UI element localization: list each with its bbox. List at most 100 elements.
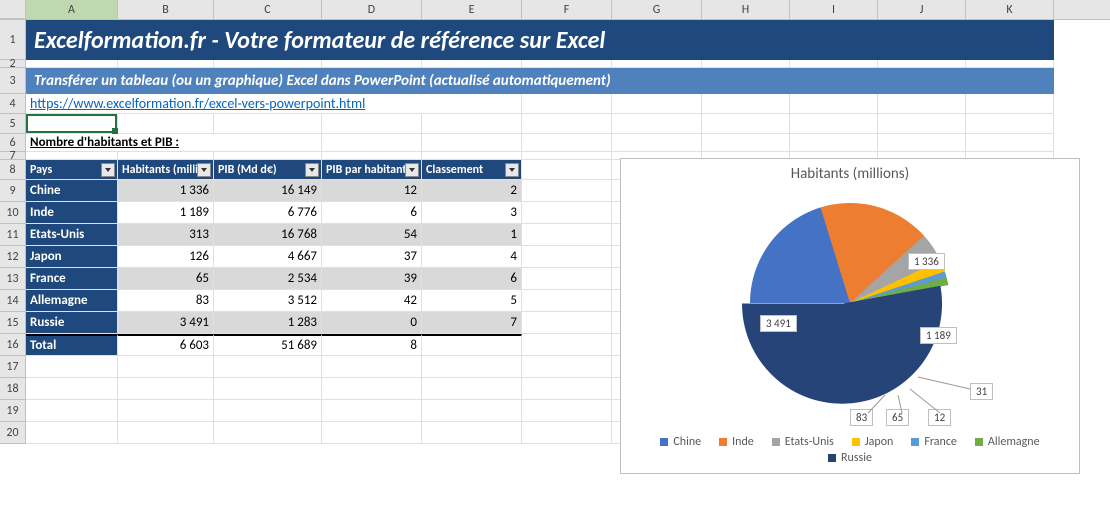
col-header-K[interactable]: K	[966, 0, 1054, 19]
table-cell: 4 667	[214, 246, 322, 268]
table-cell: 54	[322, 224, 422, 246]
filter-button[interactable]	[505, 163, 519, 177]
row-header-18[interactable]: 18	[0, 378, 26, 400]
table-cell: 3 512	[214, 290, 322, 312]
table-row-header: Allemagne	[26, 290, 118, 312]
table-cell: 1	[422, 224, 522, 246]
row-header-11[interactable]: 11	[0, 224, 26, 246]
table-cell: 6	[422, 268, 522, 290]
row-header-1[interactable]: 1	[0, 20, 26, 60]
table-total-cell: 8	[322, 334, 422, 356]
col-header-I[interactable]: I	[790, 0, 878, 19]
table-cell: 1 189	[118, 202, 214, 224]
table-header: PIB (Md d€)	[214, 160, 322, 180]
table-row-header: France	[26, 268, 118, 290]
table-header: PIB par habitant	[322, 160, 422, 180]
url-link[interactable]: https://www.excelformation.fr/excel-vers…	[30, 95, 365, 112]
row-header-12[interactable]: 12	[0, 246, 26, 268]
table-cell: 83	[118, 290, 214, 312]
row-header-3[interactable]: 3	[0, 68, 26, 94]
legend-item: Chine	[660, 435, 701, 449]
table-row-header: Etats-Unis	[26, 224, 118, 246]
row-header-7[interactable]: 7	[0, 152, 26, 160]
row-header-13[interactable]: 13	[0, 268, 26, 290]
table-cell: 6 776	[214, 202, 322, 224]
col-header-F[interactable]: F	[522, 0, 612, 19]
table-cell: 65	[118, 268, 214, 290]
table-cell: 39	[322, 268, 422, 290]
legend-item: France	[911, 435, 957, 449]
row-header-15[interactable]: 15	[0, 312, 26, 334]
table-cell: 2 534	[214, 268, 322, 290]
filter-button[interactable]	[405, 163, 419, 177]
col-header-A[interactable]: A	[26, 0, 118, 19]
table-cell: 16 149	[214, 180, 322, 202]
legend-item: Allemagne	[975, 435, 1040, 449]
table-cell: 12	[322, 180, 422, 202]
table-total-cell: 6 603	[118, 334, 214, 356]
table-cell: 7	[422, 312, 522, 334]
col-header-C[interactable]: C	[214, 0, 322, 19]
col-header-E[interactable]: E	[422, 0, 522, 19]
table-total-cell: 51 689	[214, 334, 322, 356]
legend-item: Inde	[719, 435, 754, 449]
select-all-corner[interactable]	[0, 0, 26, 19]
table-header: Classement	[422, 160, 522, 180]
table-cell: 5	[422, 290, 522, 312]
row-header-2[interactable]: 2	[0, 60, 26, 68]
section-title: Nombre d'habitants et PIB :	[30, 135, 179, 150]
col-header-D[interactable]: D	[322, 0, 422, 19]
table-cell: 1 283	[214, 312, 322, 334]
table-cell: 4	[422, 246, 522, 268]
col-header-B[interactable]: B	[118, 0, 214, 19]
row-header-10[interactable]: 10	[0, 202, 26, 224]
table-cell: 6	[322, 202, 422, 224]
legend-item: Japon	[852, 435, 894, 449]
chart-data-label: 31	[970, 383, 993, 400]
chart-data-label: 12	[928, 409, 951, 426]
table-total-header: Total	[26, 334, 118, 356]
filter-button[interactable]	[101, 163, 115, 177]
table-cell: 3	[422, 202, 522, 224]
table-row-header: Russie	[26, 312, 118, 334]
table-total-cell	[422, 334, 522, 356]
table-cell: 2	[422, 180, 522, 202]
table-cell: 0	[322, 312, 422, 334]
chart-data-label: 1 189	[920, 327, 957, 344]
row-header-20[interactable]: 20	[0, 422, 26, 444]
chart-data-label: 83	[850, 409, 873, 426]
row-header-17[interactable]: 17	[0, 356, 26, 378]
filter-button[interactable]	[305, 163, 319, 177]
row-header-5[interactable]: 5	[0, 114, 26, 134]
row-header-16[interactable]: 16	[0, 334, 26, 356]
row-header-14[interactable]: 14	[0, 290, 26, 312]
legend-item: Etats-Unis	[772, 435, 834, 449]
row-header-8[interactable]: 8	[0, 160, 26, 180]
table-row-header: Chine	[26, 180, 118, 202]
table-row-header: Japon	[26, 246, 118, 268]
table-cell: 42	[322, 290, 422, 312]
table-header: Pays	[26, 160, 118, 180]
column-headers: ABCDEFGHIJK	[0, 0, 1110, 20]
filter-button[interactable]	[197, 163, 211, 177]
row-headers: 1234567891011121314151617181920	[0, 20, 26, 444]
table-cell: 313	[118, 224, 214, 246]
col-header-H[interactable]: H	[702, 0, 790, 19]
row-header-19[interactable]: 19	[0, 400, 26, 422]
table-cell: 3 491	[118, 312, 214, 334]
chart-title: Habitants (millions)	[621, 165, 1079, 183]
row-header-9[interactable]: 9	[0, 180, 26, 202]
col-header-G[interactable]: G	[612, 0, 702, 19]
chart-data-label: 65	[886, 409, 909, 426]
legend-item: Russie	[828, 451, 872, 465]
page-title: Excelformation.fr - Votre formateur de r…	[26, 20, 1054, 60]
pie-chart[interactable]: Habitants (millions)1 3361 189311265833 …	[620, 158, 1080, 474]
table-cell: 126	[118, 246, 214, 268]
chart-data-label: 3 491	[760, 315, 797, 332]
table-cell: 37	[322, 246, 422, 268]
row-header-4[interactable]: 4	[0, 94, 26, 114]
col-header-J[interactable]: J	[878, 0, 966, 19]
table-cell: 16 768	[214, 224, 322, 246]
table-cell: 1 336	[118, 180, 214, 202]
page-subtitle: Transférer un tableau (ou un graphique) …	[26, 68, 1054, 94]
